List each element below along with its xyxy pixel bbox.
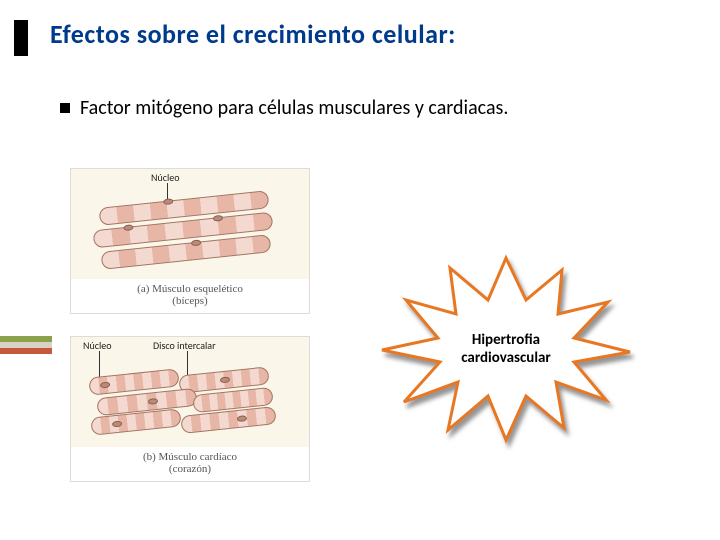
figure-b-canvas: Núcleo Disco intercalar <box>71 337 309 447</box>
nucleus-icon <box>213 215 224 222</box>
bullet-text: Factor mitógeno para células musculares … <box>80 96 508 120</box>
figures-column: Núcleo (a) Músculo esquelético (bíceps) … <box>70 168 310 504</box>
nucleus-icon <box>191 239 202 246</box>
figure-a: Núcleo (a) Músculo esquelético (bíceps) <box>70 168 310 314</box>
figure-a-canvas: Núcleo <box>71 169 309 279</box>
figure-b-nucleus-label: Núcleo <box>81 339 113 352</box>
figure-b-caption-line2: (corazón) <box>169 463 211 475</box>
figure-b-leader-line <box>99 351 100 379</box>
bullet-row: Factor mitógeno para células musculares … <box>60 96 508 120</box>
nucleus-icon <box>112 420 123 427</box>
nucleus-icon <box>100 382 111 389</box>
starburst-callout: Hipertrofia cardiovascular <box>376 252 636 442</box>
figure-b: Núcleo Disco intercalar (b) Músculo card… <box>70 336 310 482</box>
side-accent-bars <box>0 336 52 354</box>
figure-b-caption: (b) Músculo cardíaco (corazón) <box>71 447 309 481</box>
figure-a-caption-line1: (a) Músculo esquelético <box>137 283 243 295</box>
bullet-marker-icon <box>60 103 70 113</box>
figure-a-nucleus-label: Núcleo <box>149 171 181 184</box>
figure-a-caption-line2: (bíceps) <box>172 295 207 307</box>
nucleus-icon <box>237 415 248 422</box>
figure-b-leader-line <box>187 351 188 375</box>
figure-a-caption: (a) Músculo esquelético (bíceps) <box>71 279 309 313</box>
starburst-text: Hipertrofia cardiovascular <box>376 252 636 442</box>
slide-title: Efectos sobre el crecimiento celular: <box>50 18 456 50</box>
figure-b-caption-line1: (b) Músculo cardíaco <box>143 451 237 463</box>
accent-bar <box>0 348 52 354</box>
nucleus-icon <box>163 198 174 205</box>
figure-b-disc-label: Disco intercalar <box>151 339 218 352</box>
title-accent-marker <box>14 20 28 56</box>
nucleus-icon <box>123 224 134 231</box>
muscle-fiber-icon <box>180 406 276 434</box>
starburst-line1: Hipertrofia <box>472 331 540 349</box>
nucleus-icon <box>220 376 231 383</box>
nucleus-icon <box>148 398 159 405</box>
starburst-line2: cardiovascular <box>461 349 551 367</box>
